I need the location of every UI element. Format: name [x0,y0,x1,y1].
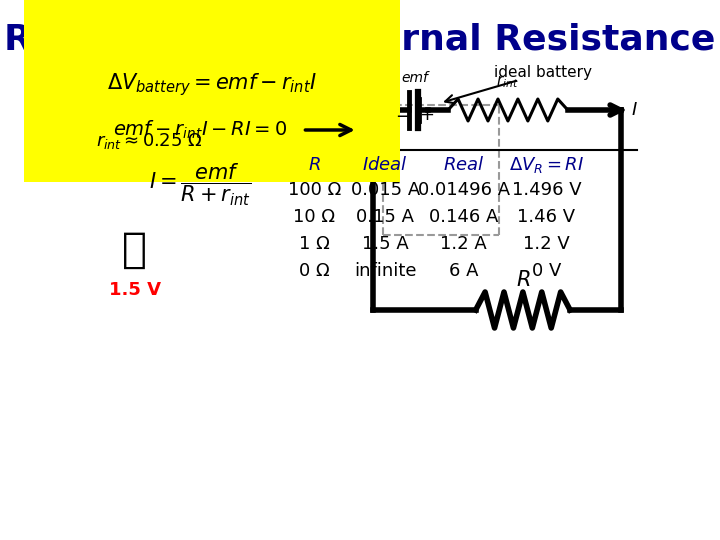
Text: 1.5 V: 1.5 V [109,281,161,299]
Text: ideal battery: ideal battery [493,64,592,79]
Text: $R$: $R$ [308,156,320,174]
Text: $emf - r_{int}I - RI = 0$: $emf - r_{int}I - RI = 0$ [113,119,287,141]
Text: infinite: infinite [354,262,416,280]
Text: 1.2 V: 1.2 V [523,235,570,253]
Text: $Ideal$: $Ideal$ [362,156,408,174]
Text: 1.46 V: 1.46 V [518,208,575,226]
Text: Real Batteries: Internal Resistance: Real Batteries: Internal Resistance [4,22,716,56]
Text: $\Delta V_R = RI$: $\Delta V_R = RI$ [509,155,584,175]
Text: 0.146 A: 0.146 A [429,208,498,226]
Text: $Real$: $Real$ [443,156,485,174]
Text: 10 Ω: 10 Ω [293,208,336,226]
Text: 0.15 A: 0.15 A [356,208,414,226]
FancyBboxPatch shape [89,120,210,162]
Text: 0 Ω: 0 Ω [299,262,330,280]
Text: $-$: $-$ [395,106,410,124]
Text: 1.2 A: 1.2 A [441,235,487,253]
Text: 1.496 V: 1.496 V [512,181,581,199]
Text: 1 Ω: 1 Ω [299,235,330,253]
Text: $r_{int}{\approx}0.25\ \Omega$: $r_{int}{\approx}0.25\ \Omega$ [96,131,202,151]
Text: $I = \dfrac{emf}{R + r_{int}}$: $I = \dfrac{emf}{R + r_{int}}$ [149,162,251,208]
Text: $\Delta V_{battery} = emf - r_{int}I$: $\Delta V_{battery} = emf - r_{int}I$ [107,72,317,98]
Text: 6 A: 6 A [449,262,479,280]
Text: 1.5 A: 1.5 A [361,235,408,253]
Text: 0 V: 0 V [532,262,561,280]
Text: 0.01496 A: 0.01496 A [418,181,510,199]
Text: 100 Ω: 100 Ω [288,181,341,199]
Text: $r_{int}$: $r_{int}$ [496,73,518,90]
Text: 🔋: 🔋 [122,229,148,271]
Text: emf: emf [402,71,428,85]
Text: 0.015 A: 0.015 A [351,181,420,199]
Text: $R$: $R$ [516,270,530,290]
Text: $I$: $I$ [631,101,639,119]
Text: $+$: $+$ [418,106,433,124]
